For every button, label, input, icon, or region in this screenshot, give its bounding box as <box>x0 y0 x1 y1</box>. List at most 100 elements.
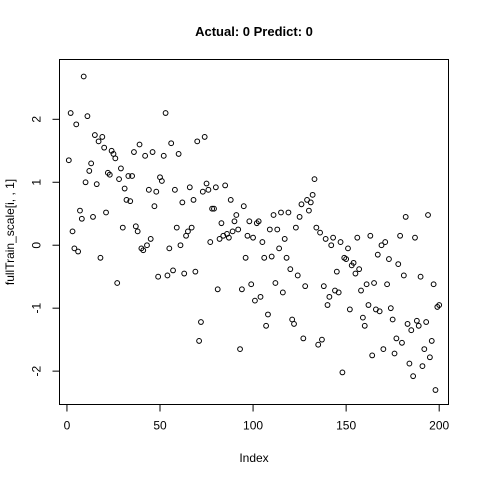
data-point <box>244 232 251 239</box>
data-point <box>93 181 100 188</box>
data-points <box>65 73 443 393</box>
data-point <box>315 341 322 348</box>
data-point <box>209 205 216 212</box>
data-point <box>88 160 95 167</box>
data-point <box>432 387 439 393</box>
data-point <box>266 226 273 233</box>
data-point <box>119 224 126 231</box>
data-point <box>346 306 353 313</box>
data-point <box>389 316 396 323</box>
data-point <box>306 207 312 214</box>
data-point <box>103 209 109 216</box>
data-point <box>235 226 242 233</box>
data-point <box>259 239 266 245</box>
data-point <box>291 321 297 327</box>
data-point <box>263 322 269 329</box>
data-point <box>421 346 428 352</box>
data-point <box>177 242 184 249</box>
data-point <box>240 203 247 210</box>
data-point <box>350 259 357 266</box>
data-point <box>430 281 437 288</box>
data-point <box>436 302 443 308</box>
data-point <box>114 280 121 286</box>
data-point <box>201 134 208 140</box>
x-axis: 0 50 100 150 200 <box>64 404 450 433</box>
data-point <box>380 346 387 352</box>
data-point <box>324 302 331 308</box>
data-point <box>147 236 154 242</box>
data-point <box>345 245 351 252</box>
data-point <box>298 201 305 208</box>
data-point <box>419 363 426 369</box>
data-point <box>171 186 178 193</box>
data-point <box>84 113 91 120</box>
data-point <box>192 268 199 275</box>
data-point <box>397 232 404 239</box>
data-point <box>272 280 279 286</box>
data-point <box>404 321 411 327</box>
data-point <box>69 228 76 235</box>
data-point <box>188 224 195 231</box>
data-point <box>231 218 238 225</box>
data-point <box>218 220 225 227</box>
data-point <box>270 212 277 218</box>
y-tick-label: 2 <box>30 116 44 123</box>
chart-title: Actual: 0 Predict: 0 <box>195 24 313 39</box>
y-tick-label: -2 <box>30 365 44 376</box>
data-point <box>198 319 204 325</box>
data-point <box>361 322 368 329</box>
data-point <box>322 236 329 242</box>
data-point <box>194 138 201 145</box>
data-point <box>252 297 258 304</box>
data-point <box>97 254 104 261</box>
data-point <box>242 254 249 261</box>
data-point <box>162 110 169 116</box>
plot-frame <box>59 59 449 405</box>
data-point <box>196 338 202 344</box>
data-point <box>158 178 165 184</box>
data-point <box>408 327 415 334</box>
data-point <box>261 254 268 261</box>
data-point <box>287 266 294 273</box>
data-point <box>149 149 156 155</box>
data-point <box>359 314 366 321</box>
data-point <box>239 286 245 293</box>
data-point <box>343 256 350 262</box>
data-point <box>248 281 255 288</box>
data-point <box>199 188 206 195</box>
data-point <box>391 350 398 357</box>
data-point <box>330 234 337 241</box>
data-point <box>78 215 85 222</box>
data-point <box>129 173 135 179</box>
data-point <box>255 218 262 225</box>
data-point <box>317 229 323 236</box>
data-point <box>399 339 405 346</box>
data-point <box>265 311 271 318</box>
data-point <box>227 196 234 203</box>
data-point <box>101 144 108 151</box>
x-tick-label: 100 <box>243 419 263 433</box>
data-point <box>132 223 139 230</box>
y-tick-label: 0 <box>30 242 44 249</box>
data-point <box>67 110 74 116</box>
data-point <box>367 232 374 239</box>
data-point <box>112 155 119 162</box>
data-point <box>376 308 383 315</box>
data-point <box>285 209 292 216</box>
data-point <box>82 179 89 186</box>
data-point <box>302 283 309 290</box>
data-point <box>319 336 325 343</box>
data-point <box>121 185 128 192</box>
data-point <box>274 226 281 233</box>
data-point <box>400 272 407 279</box>
data-point <box>131 149 137 155</box>
data-point <box>281 236 288 242</box>
data-point <box>278 209 284 216</box>
data-point <box>309 191 316 198</box>
data-point <box>415 322 422 329</box>
data-point <box>170 267 176 274</box>
data-point <box>300 335 307 342</box>
data-point <box>333 268 340 275</box>
data-point <box>125 173 132 179</box>
